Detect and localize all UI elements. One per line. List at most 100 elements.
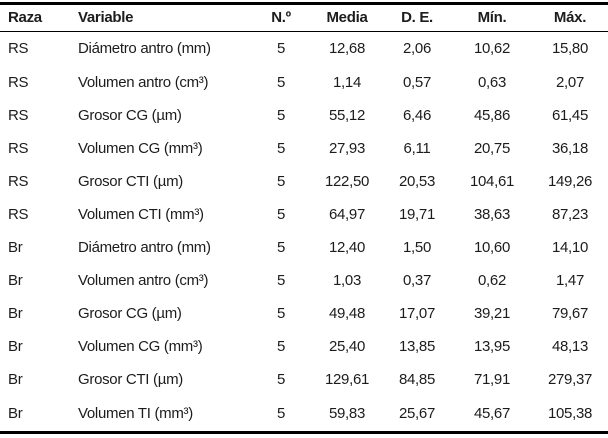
table-row: RS Volumen CTI (mm³) 5 64,97 19,71 38,63 87,23 bbox=[0, 198, 608, 231]
cell-variable: Volumen CTI (mm³) bbox=[78, 205, 204, 223]
cell-min: 20,75 bbox=[473, 139, 511, 157]
cell-n: 5 bbox=[276, 139, 286, 157]
cell-variable: Volumen antro (cm³) bbox=[78, 73, 209, 91]
header-min: Mín. bbox=[452, 3, 532, 32]
cell-max: 279,37 bbox=[547, 371, 593, 389]
cell-variable: Grosor CTI (µm) bbox=[78, 371, 183, 389]
cell-media: 129,61 bbox=[324, 371, 370, 389]
cell-n: 5 bbox=[276, 106, 286, 124]
cell-min: 13,95 bbox=[473, 338, 511, 356]
cell-n: 5 bbox=[276, 371, 286, 389]
header-n: N.º bbox=[250, 3, 312, 32]
cell-media: 49,48 bbox=[328, 305, 366, 323]
cell-raza: Br bbox=[8, 338, 23, 356]
cell-de: 1,50 bbox=[403, 238, 431, 256]
cell-media: 27,93 bbox=[328, 139, 366, 157]
cell-variable: Diámetro antro (mm) bbox=[78, 40, 211, 58]
header-raza: Raza bbox=[0, 3, 70, 32]
cell-media: 25,40 bbox=[328, 338, 366, 356]
cell-min: 71,91 bbox=[473, 371, 511, 389]
cell-variable: Diámetro antro (mm) bbox=[78, 238, 211, 256]
cell-max: 15,80 bbox=[551, 40, 589, 58]
table-row: RS Diámetro antro (mm) 5 12,68 2,06 10,62 15,8… bbox=[0, 32, 608, 66]
cell-media: 12,68 bbox=[328, 40, 366, 58]
cell-n: 5 bbox=[276, 305, 286, 323]
header-media: Media bbox=[312, 3, 382, 32]
cell-max: 87,23 bbox=[551, 205, 589, 223]
cell-variable: Volumen antro (cm³) bbox=[78, 272, 209, 290]
cell-max: 79,67 bbox=[551, 305, 589, 323]
cell-de: 0,37 bbox=[403, 272, 431, 290]
cell-variable: Grosor CG (µm) bbox=[78, 305, 182, 323]
cell-variable: Volumen CG (mm³) bbox=[78, 338, 203, 356]
cell-de: 84,85 bbox=[398, 371, 436, 389]
table-row: Br Volumen TI (mm³) 5 59,83 25,67 45,67 105,38 bbox=[0, 396, 608, 432]
cell-raza: RS bbox=[8, 172, 29, 190]
cell-variable: Volumen CG (mm³) bbox=[78, 139, 203, 157]
table-row: Br Grosor CG (µm) 5 49,48 17,07 39,21 79,67 bbox=[0, 297, 608, 330]
cell-max: 36,18 bbox=[551, 139, 589, 157]
cell-min: 10,62 bbox=[473, 40, 511, 58]
cell-raza: RS bbox=[8, 73, 29, 91]
cell-n: 5 bbox=[276, 172, 286, 190]
header-variable: Variable bbox=[70, 3, 250, 32]
table-row: RS Grosor CTI (µm) 5 122,50 20,53 104,61 149,2… bbox=[0, 165, 608, 198]
cell-max: 14,10 bbox=[551, 238, 589, 256]
table-body: RS Diámetro antro (mm) 5 12,68 2,06 10,62 15,8… bbox=[0, 32, 608, 433]
cell-min: 10,60 bbox=[473, 238, 511, 256]
table-row: Br Volumen CG (mm³) 5 25,40 13,85 13,95 48,13 bbox=[0, 330, 608, 363]
cell-media: 1,14 bbox=[333, 73, 361, 91]
cell-max: 48,13 bbox=[551, 338, 589, 356]
cell-max: 2,07 bbox=[556, 73, 584, 91]
cell-n: 5 bbox=[276, 73, 286, 91]
cell-de: 19,71 bbox=[398, 205, 436, 223]
header-row: Raza Variable N.º Media D. E. Mín. Máx. bbox=[0, 3, 608, 32]
cell-de: 0,57 bbox=[403, 73, 431, 91]
cell-min: 39,21 bbox=[473, 305, 511, 323]
cell-raza: RS bbox=[8, 205, 29, 223]
cell-raza: RS bbox=[8, 40, 29, 58]
cell-max: 105,38 bbox=[547, 405, 593, 423]
cell-de: 20,53 bbox=[398, 172, 436, 190]
header-max: Máx. bbox=[532, 3, 608, 32]
cell-max: 149,26 bbox=[547, 172, 593, 190]
cell-de: 6,46 bbox=[403, 106, 431, 124]
cell-media: 55,12 bbox=[328, 106, 366, 124]
cell-variable: Grosor CG (µm) bbox=[78, 106, 182, 124]
cell-min: 0,63 bbox=[478, 73, 506, 91]
cell-de: 2,06 bbox=[403, 40, 431, 58]
cell-n: 5 bbox=[276, 205, 286, 223]
cell-raza: Br bbox=[8, 371, 23, 389]
table-row: RS Volumen CG (mm³) 5 27,93 6,11 20,75 36,18 bbox=[0, 132, 608, 165]
cell-variable: Volumen TI (mm³) bbox=[78, 405, 193, 423]
header-de: D. E. bbox=[382, 3, 452, 32]
table-header: Raza Variable N.º Media D. E. Mín. Máx. bbox=[0, 3, 608, 32]
cell-de: 17,07 bbox=[398, 305, 436, 323]
cell-min: 104,61 bbox=[469, 172, 515, 190]
cell-n: 5 bbox=[276, 238, 286, 256]
cell-n: 5 bbox=[276, 405, 286, 423]
cell-de: 25,67 bbox=[398, 405, 436, 423]
table-row: Br Volumen antro (cm³) 5 1,03 0,37 0,62 1,47 bbox=[0, 264, 608, 297]
cell-min: 0,62 bbox=[478, 272, 506, 290]
cell-raza: Br bbox=[8, 305, 23, 323]
cell-variable: Grosor CTI (µm) bbox=[78, 172, 183, 190]
cell-n: 5 bbox=[276, 40, 286, 58]
cell-media: 64,97 bbox=[328, 205, 366, 223]
cell-min: 45,67 bbox=[473, 405, 511, 423]
cell-media: 12,40 bbox=[328, 238, 366, 256]
cell-de: 6,11 bbox=[403, 139, 431, 157]
cell-min: 45,86 bbox=[473, 106, 511, 124]
cell-raza: RS bbox=[8, 106, 29, 124]
table-row: Br Grosor CTI (µm) 5 129,61 84,85 71,91 279,37 bbox=[0, 363, 608, 396]
table-row: RS Grosor CG (µm) 5 55,12 6,46 45,86 61,45 bbox=[0, 99, 608, 132]
cell-max: 61,45 bbox=[551, 106, 589, 124]
cell-media: 1,03 bbox=[333, 272, 361, 290]
cell-raza: Br bbox=[8, 238, 23, 256]
cell-raza: RS bbox=[8, 139, 29, 157]
cell-raza: Br bbox=[8, 405, 23, 423]
cell-de: 13,85 bbox=[398, 338, 436, 356]
cell-n: 5 bbox=[276, 272, 286, 290]
